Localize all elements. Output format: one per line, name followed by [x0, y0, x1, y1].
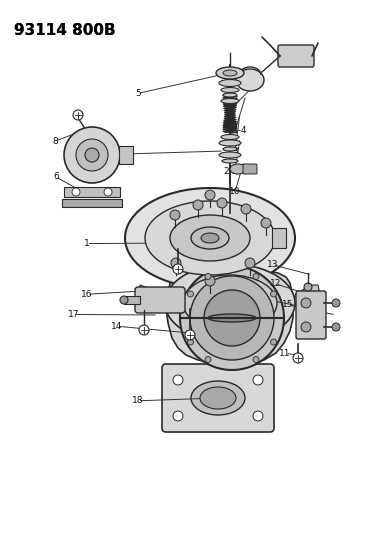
Circle shape	[173, 264, 183, 274]
Ellipse shape	[219, 152, 241, 158]
FancyBboxPatch shape	[135, 287, 185, 313]
Bar	[119, 146, 133, 164]
Ellipse shape	[216, 67, 244, 79]
Circle shape	[76, 139, 108, 171]
Circle shape	[72, 188, 80, 196]
Circle shape	[120, 296, 128, 304]
Text: 6: 6	[53, 173, 59, 181]
Circle shape	[332, 299, 340, 307]
Circle shape	[205, 190, 215, 200]
Text: 3: 3	[232, 147, 238, 156]
Ellipse shape	[219, 140, 241, 146]
Circle shape	[332, 323, 340, 331]
Circle shape	[64, 127, 120, 183]
Circle shape	[205, 276, 215, 286]
Ellipse shape	[221, 99, 239, 103]
Text: 15: 15	[282, 301, 294, 309]
Circle shape	[301, 298, 311, 308]
Text: 14: 14	[111, 322, 122, 330]
FancyBboxPatch shape	[162, 364, 274, 432]
Ellipse shape	[125, 188, 295, 288]
Text: 4: 4	[225, 108, 230, 116]
Circle shape	[104, 188, 112, 196]
FancyBboxPatch shape	[278, 45, 314, 67]
Bar	[64, 187, 120, 197]
Text: 14: 14	[240, 290, 251, 299]
Bar	[62, 199, 122, 207]
Circle shape	[253, 273, 259, 279]
Text: 17: 17	[68, 310, 80, 319]
Ellipse shape	[223, 147, 237, 151]
Circle shape	[253, 375, 263, 385]
Text: 5: 5	[135, 89, 141, 98]
Ellipse shape	[170, 215, 250, 261]
Polygon shape	[166, 270, 293, 364]
Ellipse shape	[201, 233, 219, 243]
Circle shape	[205, 357, 211, 362]
Circle shape	[188, 339, 193, 345]
Circle shape	[139, 325, 149, 335]
Text: 13: 13	[267, 261, 279, 269]
Text: 11: 11	[279, 349, 291, 358]
Circle shape	[173, 375, 183, 385]
Ellipse shape	[223, 93, 237, 97]
Text: 93114 800B: 93114 800B	[14, 23, 116, 38]
Text: 16: 16	[81, 290, 93, 298]
Circle shape	[193, 200, 203, 210]
Circle shape	[245, 258, 255, 268]
Circle shape	[293, 353, 303, 363]
Circle shape	[217, 198, 227, 208]
FancyBboxPatch shape	[296, 291, 326, 339]
Polygon shape	[295, 285, 320, 305]
Text: 10: 10	[229, 188, 241, 196]
Ellipse shape	[223, 70, 237, 76]
Text: 2-3-4: 2-3-4	[223, 126, 247, 135]
Circle shape	[204, 290, 260, 346]
Ellipse shape	[208, 314, 256, 322]
Circle shape	[271, 339, 277, 345]
Text: 18: 18	[132, 397, 143, 405]
Text: 1: 1	[83, 239, 89, 248]
Circle shape	[185, 330, 195, 340]
Ellipse shape	[191, 381, 245, 415]
Circle shape	[261, 218, 271, 228]
Bar	[272, 228, 286, 248]
Circle shape	[241, 204, 251, 214]
Text: 2-3-4: 2-3-4	[223, 167, 247, 176]
Circle shape	[73, 110, 83, 120]
Circle shape	[301, 322, 311, 332]
Text: 9: 9	[102, 150, 108, 159]
Bar	[124, 296, 140, 304]
FancyBboxPatch shape	[243, 164, 257, 174]
Circle shape	[171, 258, 181, 268]
Ellipse shape	[221, 134, 239, 140]
Text: 7: 7	[94, 150, 100, 159]
Ellipse shape	[165, 264, 295, 342]
Text: 93114 800B: 93114 800B	[14, 23, 116, 38]
Circle shape	[271, 291, 277, 297]
Ellipse shape	[183, 275, 277, 331]
Circle shape	[253, 411, 263, 421]
Text: 11: 11	[234, 231, 245, 240]
Ellipse shape	[236, 69, 264, 91]
Ellipse shape	[145, 201, 275, 275]
Circle shape	[304, 283, 312, 291]
Ellipse shape	[222, 159, 238, 163]
Ellipse shape	[230, 164, 246, 174]
Circle shape	[173, 411, 183, 421]
Circle shape	[190, 276, 274, 360]
Circle shape	[170, 210, 180, 220]
Text: 12: 12	[269, 279, 281, 288]
Ellipse shape	[200, 387, 236, 409]
Circle shape	[180, 266, 284, 370]
Circle shape	[188, 291, 193, 297]
Ellipse shape	[191, 227, 229, 249]
Polygon shape	[138, 285, 165, 303]
Text: 8: 8	[52, 137, 58, 146]
Ellipse shape	[219, 79, 241, 86]
Ellipse shape	[221, 87, 239, 93]
Circle shape	[85, 148, 99, 162]
Circle shape	[253, 357, 259, 362]
Circle shape	[205, 273, 211, 279]
